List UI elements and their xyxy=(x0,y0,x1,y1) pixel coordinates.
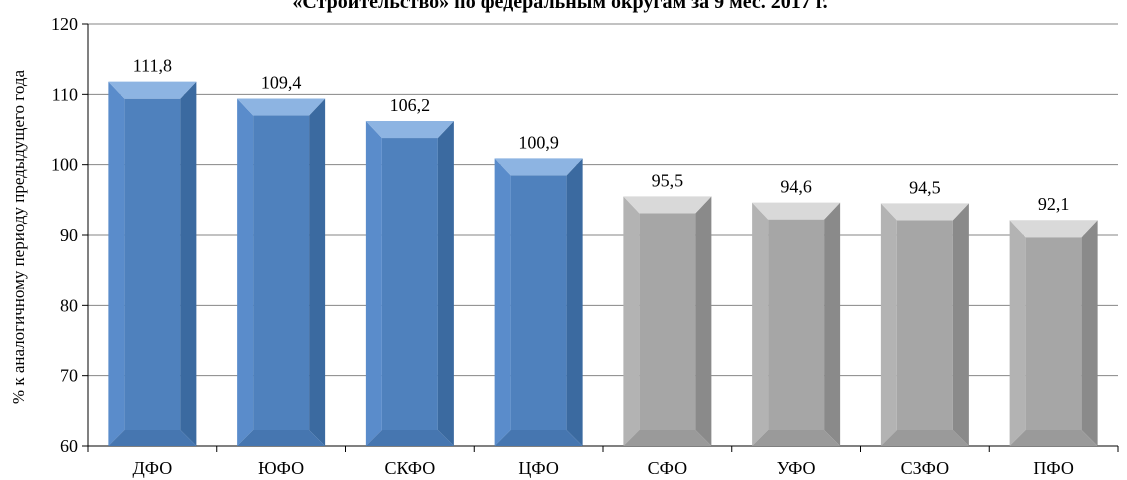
bar-bottom-bevel xyxy=(623,430,712,446)
bar-left-bevel xyxy=(1009,220,1026,446)
value-label: 95,5 xyxy=(652,170,684,190)
bar-right-bevel xyxy=(180,81,197,446)
y-tick-label: 80 xyxy=(60,295,78,315)
bar-left-bevel xyxy=(752,202,769,446)
bar-left-bevel xyxy=(494,158,511,446)
bar-right-bevel xyxy=(566,158,583,446)
value-label: 94,6 xyxy=(780,177,812,197)
value-label: 111,8 xyxy=(133,56,172,76)
bar-front xyxy=(768,219,825,430)
bar-left-bevel xyxy=(108,81,125,446)
category-label: УФО xyxy=(777,458,816,478)
bar-right-bevel xyxy=(824,202,841,446)
category-label: ЦФО xyxy=(518,458,558,478)
bar-СФО xyxy=(623,196,712,446)
bar-top-bevel xyxy=(237,98,326,116)
bar-bottom-bevel xyxy=(108,430,197,446)
value-label: 92,1 xyxy=(1038,194,1070,214)
bar-front xyxy=(896,220,953,430)
y-tick-label: 110 xyxy=(52,84,78,104)
bar-top-bevel xyxy=(880,203,969,221)
bar-left-bevel xyxy=(237,98,254,446)
bar-front xyxy=(124,98,181,430)
category-label: СКФО xyxy=(385,458,436,478)
bar-top-bevel xyxy=(1009,220,1098,238)
bar-bottom-bevel xyxy=(237,430,326,446)
bar-left-bevel xyxy=(365,121,382,446)
bar-ЮФО xyxy=(237,98,326,446)
category-label: СФО xyxy=(648,458,687,478)
bar-ДФО xyxy=(108,81,197,446)
category-label: ДФО xyxy=(133,458,173,478)
bar-bottom-bevel xyxy=(880,430,969,446)
bar-front xyxy=(1025,237,1082,430)
bar-right-bevel xyxy=(437,121,454,446)
bar-bottom-bevel xyxy=(1009,430,1098,446)
bar-top-bevel xyxy=(494,158,583,176)
y-axis-label: % к аналогичному периоду предыдущего год… xyxy=(9,69,28,404)
y-tick-labels: 60 70 80 90 100 110 120 xyxy=(51,14,78,456)
bar-bottom-bevel xyxy=(365,430,454,446)
bar-right-bevel xyxy=(1081,220,1098,446)
y-tick-label: 120 xyxy=(51,14,78,34)
chart-title: «Строительство» по федеральным округам з… xyxy=(292,0,827,13)
y-tick-label: 60 xyxy=(60,436,78,456)
bar-front xyxy=(639,213,696,430)
bar-СЗФО xyxy=(880,203,969,446)
y-tick-label: 100 xyxy=(51,155,78,175)
value-label: 94,5 xyxy=(909,177,941,197)
value-label: 100,9 xyxy=(518,132,559,152)
bar-left-bevel xyxy=(623,196,640,446)
bar-front xyxy=(253,115,310,430)
y-tick-label: 90 xyxy=(60,225,78,245)
bar-top-bevel xyxy=(108,81,197,99)
bar-СКФО xyxy=(365,121,454,446)
bar-front xyxy=(510,175,567,430)
bar-УФО xyxy=(752,202,841,446)
value-label: 109,4 xyxy=(261,73,302,93)
bar-right-bevel xyxy=(952,203,969,446)
bar-top-bevel xyxy=(752,202,841,220)
bar-front xyxy=(381,138,438,430)
y-tick-label: 70 xyxy=(60,366,78,386)
bar-bottom-bevel xyxy=(494,430,583,446)
category-label: СЗФО xyxy=(901,458,949,478)
bar-right-bevel xyxy=(695,196,712,446)
bar-top-bevel xyxy=(623,196,712,214)
bar-right-bevel xyxy=(309,98,326,446)
category-labels: ДФО ЮФО СКФО ЦФО СФО УФО СЗФО ПФО xyxy=(133,458,1074,478)
category-label: ЮФО xyxy=(258,458,304,478)
bar-ЦФО xyxy=(494,158,583,446)
bar-top-bevel xyxy=(365,121,454,139)
value-labels: 111,8 109,4 106,2 100,9 95,5 94,6 94,5 92,1 xyxy=(133,56,1070,215)
bar-left-bevel xyxy=(880,203,897,446)
bars xyxy=(108,81,1098,446)
bar-bottom-bevel xyxy=(752,430,841,446)
bar-ПФО xyxy=(1009,220,1098,446)
category-label: ПФО xyxy=(1033,458,1073,478)
value-label: 106,2 xyxy=(390,95,431,115)
